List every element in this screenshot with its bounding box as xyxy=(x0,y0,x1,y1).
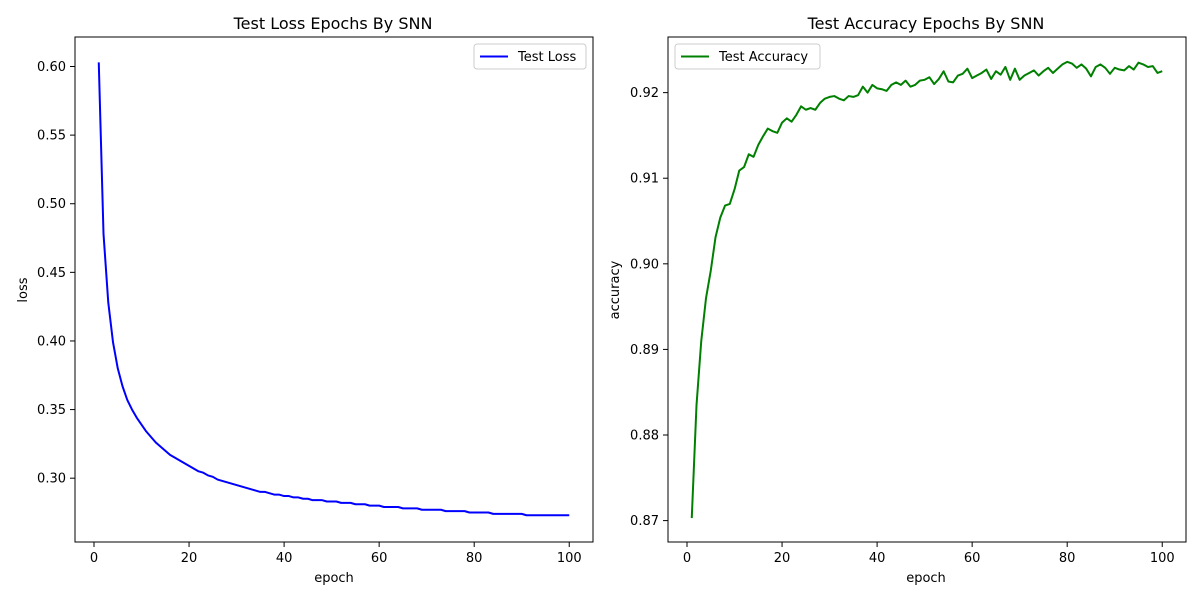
loss-y-tick-label: 0.55 xyxy=(37,129,66,144)
accuracy-chart-ticks: 0 20 40 60 80 100 0.87 0.88 0.89 0.90 0.91 0.92 xyxy=(630,86,1175,566)
loss-y-tick-label: 0.60 xyxy=(37,60,66,75)
loss-x-axis-label: epoch xyxy=(314,571,354,586)
loss-y-tick-label: 0.45 xyxy=(37,266,66,281)
loss-x-tick-label: 80 xyxy=(466,551,483,566)
accuracy-y-tick-label: 0.90 xyxy=(630,257,659,272)
loss-legend: Test Loss xyxy=(473,43,587,70)
accuracy-y-tick-label: 0.89 xyxy=(630,343,659,358)
accuracy-y-axis-label: accuracy xyxy=(608,260,623,319)
accuracy-legend-label: Test Accuracy xyxy=(718,50,808,65)
loss-x-tick-label: 0 xyxy=(90,551,98,566)
accuracy-y-tick-label: 0.92 xyxy=(630,86,659,101)
loss-series-line xyxy=(97,62,570,517)
accuracy-legend-box xyxy=(674,43,821,70)
accuracy-x-tick-label: 0 xyxy=(683,551,691,566)
loss-y-tick-label: 0.35 xyxy=(37,403,66,418)
accuracy-series-line xyxy=(690,60,1163,519)
accuracy-x-tick-label: 20 xyxy=(774,551,791,566)
loss-legend-label: Test Loss xyxy=(517,50,576,65)
loss-plot-frame xyxy=(74,36,594,543)
accuracy-chart-title: Test Accuracy Epochs By SNN xyxy=(807,14,1045,33)
accuracy-chart: Test Accuracy Epochs By SNN 0 20 40 60 80 100… xyxy=(608,14,1187,586)
loss-chart-title: Test Loss Epochs By SNN xyxy=(233,14,433,33)
loss-y-tick-label: 0.30 xyxy=(37,472,66,487)
accuracy-plot-frame xyxy=(667,36,1187,543)
accuracy-legend: Test Accuracy xyxy=(674,43,821,70)
loss-chart: Test Loss Epochs By SNN 0 20 40 60 80 100 0.30… xyxy=(16,14,594,586)
accuracy-x-tick-label: 40 xyxy=(869,551,886,566)
accuracy-x-tick-label: 80 xyxy=(1059,551,1076,566)
loss-x-tick-label: 60 xyxy=(371,551,388,566)
loss-x-tick-label: 20 xyxy=(181,551,198,566)
accuracy-y-tick-label: 0.87 xyxy=(630,514,659,529)
loss-x-tick-label: 40 xyxy=(276,551,293,566)
loss-y-axis-label: loss xyxy=(16,277,31,302)
loss-legend-box xyxy=(473,43,587,70)
loss-x-tick-label: 100 xyxy=(557,551,582,566)
loss-chart-ticks: 0 20 40 60 80 100 0.30 0.35 0.40 0.45 0.50 0.55 0.60 xyxy=(37,60,582,566)
accuracy-x-tick-label: 100 xyxy=(1150,551,1175,566)
loss-y-tick-label: 0.50 xyxy=(37,197,66,212)
accuracy-y-tick-label: 0.88 xyxy=(630,429,659,444)
accuracy-x-tick-label: 60 xyxy=(964,551,981,566)
accuracy-x-axis-label: epoch xyxy=(906,571,946,586)
accuracy-y-tick-label: 0.91 xyxy=(630,172,659,187)
loss-y-tick-label: 0.40 xyxy=(37,334,66,349)
